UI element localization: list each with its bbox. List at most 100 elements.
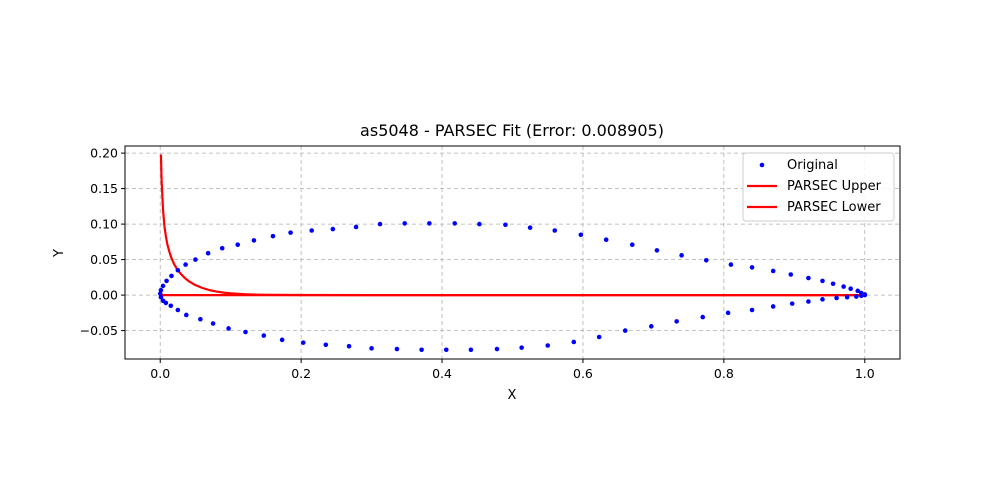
legend-box — [742, 152, 895, 222]
plot-frame — [124, 145, 901, 360]
data-point — [855, 288, 861, 294]
x-axis-label: X — [508, 388, 517, 403]
y-tick-label: 0.05 — [90, 252, 118, 267]
legend-marker-original — [759, 162, 765, 168]
data-point — [596, 334, 602, 340]
data-point — [854, 294, 859, 299]
data-point — [261, 333, 267, 338]
data-point — [175, 267, 181, 273]
data-point — [770, 268, 776, 274]
data-point — [198, 316, 203, 322]
data-point — [226, 326, 231, 331]
data-point — [728, 262, 734, 267]
data-point — [830, 281, 836, 287]
data-point — [309, 228, 315, 233]
data-point — [157, 291, 163, 296]
data-point — [700, 314, 706, 320]
data-point — [629, 242, 635, 247]
data-point — [419, 347, 424, 353]
data-point — [749, 307, 755, 313]
data-point — [164, 278, 169, 284]
data-point — [848, 286, 853, 292]
data-point — [251, 238, 257, 243]
data-point — [503, 222, 508, 228]
y-tick-label: 0.00 — [90, 288, 118, 303]
data-point — [519, 345, 524, 350]
data-point — [184, 312, 189, 318]
data-point — [183, 262, 188, 267]
data-point — [862, 292, 868, 298]
data-point — [674, 319, 679, 324]
data-point — [820, 297, 825, 302]
data-point — [806, 275, 811, 281]
data-point — [279, 337, 285, 343]
data-point — [468, 347, 474, 353]
data-point — [703, 258, 709, 263]
data-point — [369, 346, 374, 351]
legend-label-original: Original — [787, 158, 838, 173]
data-point — [346, 343, 352, 349]
legend: Original PARSEC Upper PARSEC Lower — [742, 152, 895, 222]
data-point — [527, 225, 533, 230]
data-point — [353, 224, 359, 230]
plot-lines — [159, 154, 865, 297]
data-point — [210, 321, 216, 326]
data-point — [402, 221, 408, 226]
data-point — [858, 293, 864, 299]
data-point — [834, 295, 839, 301]
data-point — [235, 242, 241, 247]
data-point — [806, 299, 811, 304]
legend-label-parsec-lower: PARSEC Lower — [787, 200, 881, 215]
data-point — [169, 273, 174, 279]
data-point — [330, 226, 336, 232]
legend-label-parsec-upper: PARSEC Upper — [787, 179, 882, 194]
data-point — [168, 303, 174, 309]
data-point — [725, 310, 731, 316]
x-tick-label: 0.6 — [573, 366, 593, 381]
data-point — [603, 237, 609, 243]
data-point — [243, 329, 248, 335]
x-tick-label: 0.4 — [432, 366, 452, 381]
data-point — [494, 346, 500, 352]
data-point — [820, 278, 825, 284]
data-point — [679, 253, 684, 258]
y-tick-label: 0.20 — [90, 146, 118, 161]
data-point — [163, 300, 169, 306]
y-tick-label: 0.15 — [90, 181, 118, 196]
data-point — [452, 221, 458, 226]
data-point — [477, 221, 482, 227]
y-axis-ticks: −0.05 0.00 0.05 0.10 0.15 0.20 — [80, 146, 125, 338]
data-point — [649, 324, 654, 329]
x-axis-ticks: 0.0 0.2 0.4 0.6 0.8 1.0 — [150, 359, 875, 381]
chart-title: as5048 - PARSEC Fit (Error: 0.008905) — [360, 121, 664, 140]
data-point — [158, 287, 164, 293]
data-point — [175, 307, 181, 313]
data-point — [654, 248, 660, 253]
data-point — [427, 221, 432, 226]
y-tick-label: 0.10 — [90, 217, 118, 232]
x-tick-label: 0.8 — [714, 366, 734, 381]
data-point — [219, 245, 225, 251]
x-tick-label: 0.2 — [291, 366, 311, 381]
y-axis-label: Y — [52, 249, 67, 258]
y-tick-label: −0.05 — [80, 323, 118, 338]
data-point — [749, 265, 755, 270]
data-point — [270, 233, 276, 239]
data-point — [443, 347, 449, 353]
x-tick-label: 0.0 — [150, 366, 170, 381]
data-point — [394, 346, 400, 352]
data-point — [545, 343, 551, 348]
data-point — [770, 304, 776, 309]
data-point — [158, 294, 164, 300]
data-point — [323, 342, 329, 348]
data-point — [160, 283, 166, 289]
data-point — [788, 272, 794, 277]
data-point — [552, 228, 558, 233]
data-point — [622, 328, 628, 333]
data-point — [193, 257, 198, 262]
data-point — [300, 340, 306, 345]
data-point — [377, 221, 383, 227]
data-point — [288, 230, 293, 235]
x-tick-label: 1.0 — [855, 366, 875, 381]
